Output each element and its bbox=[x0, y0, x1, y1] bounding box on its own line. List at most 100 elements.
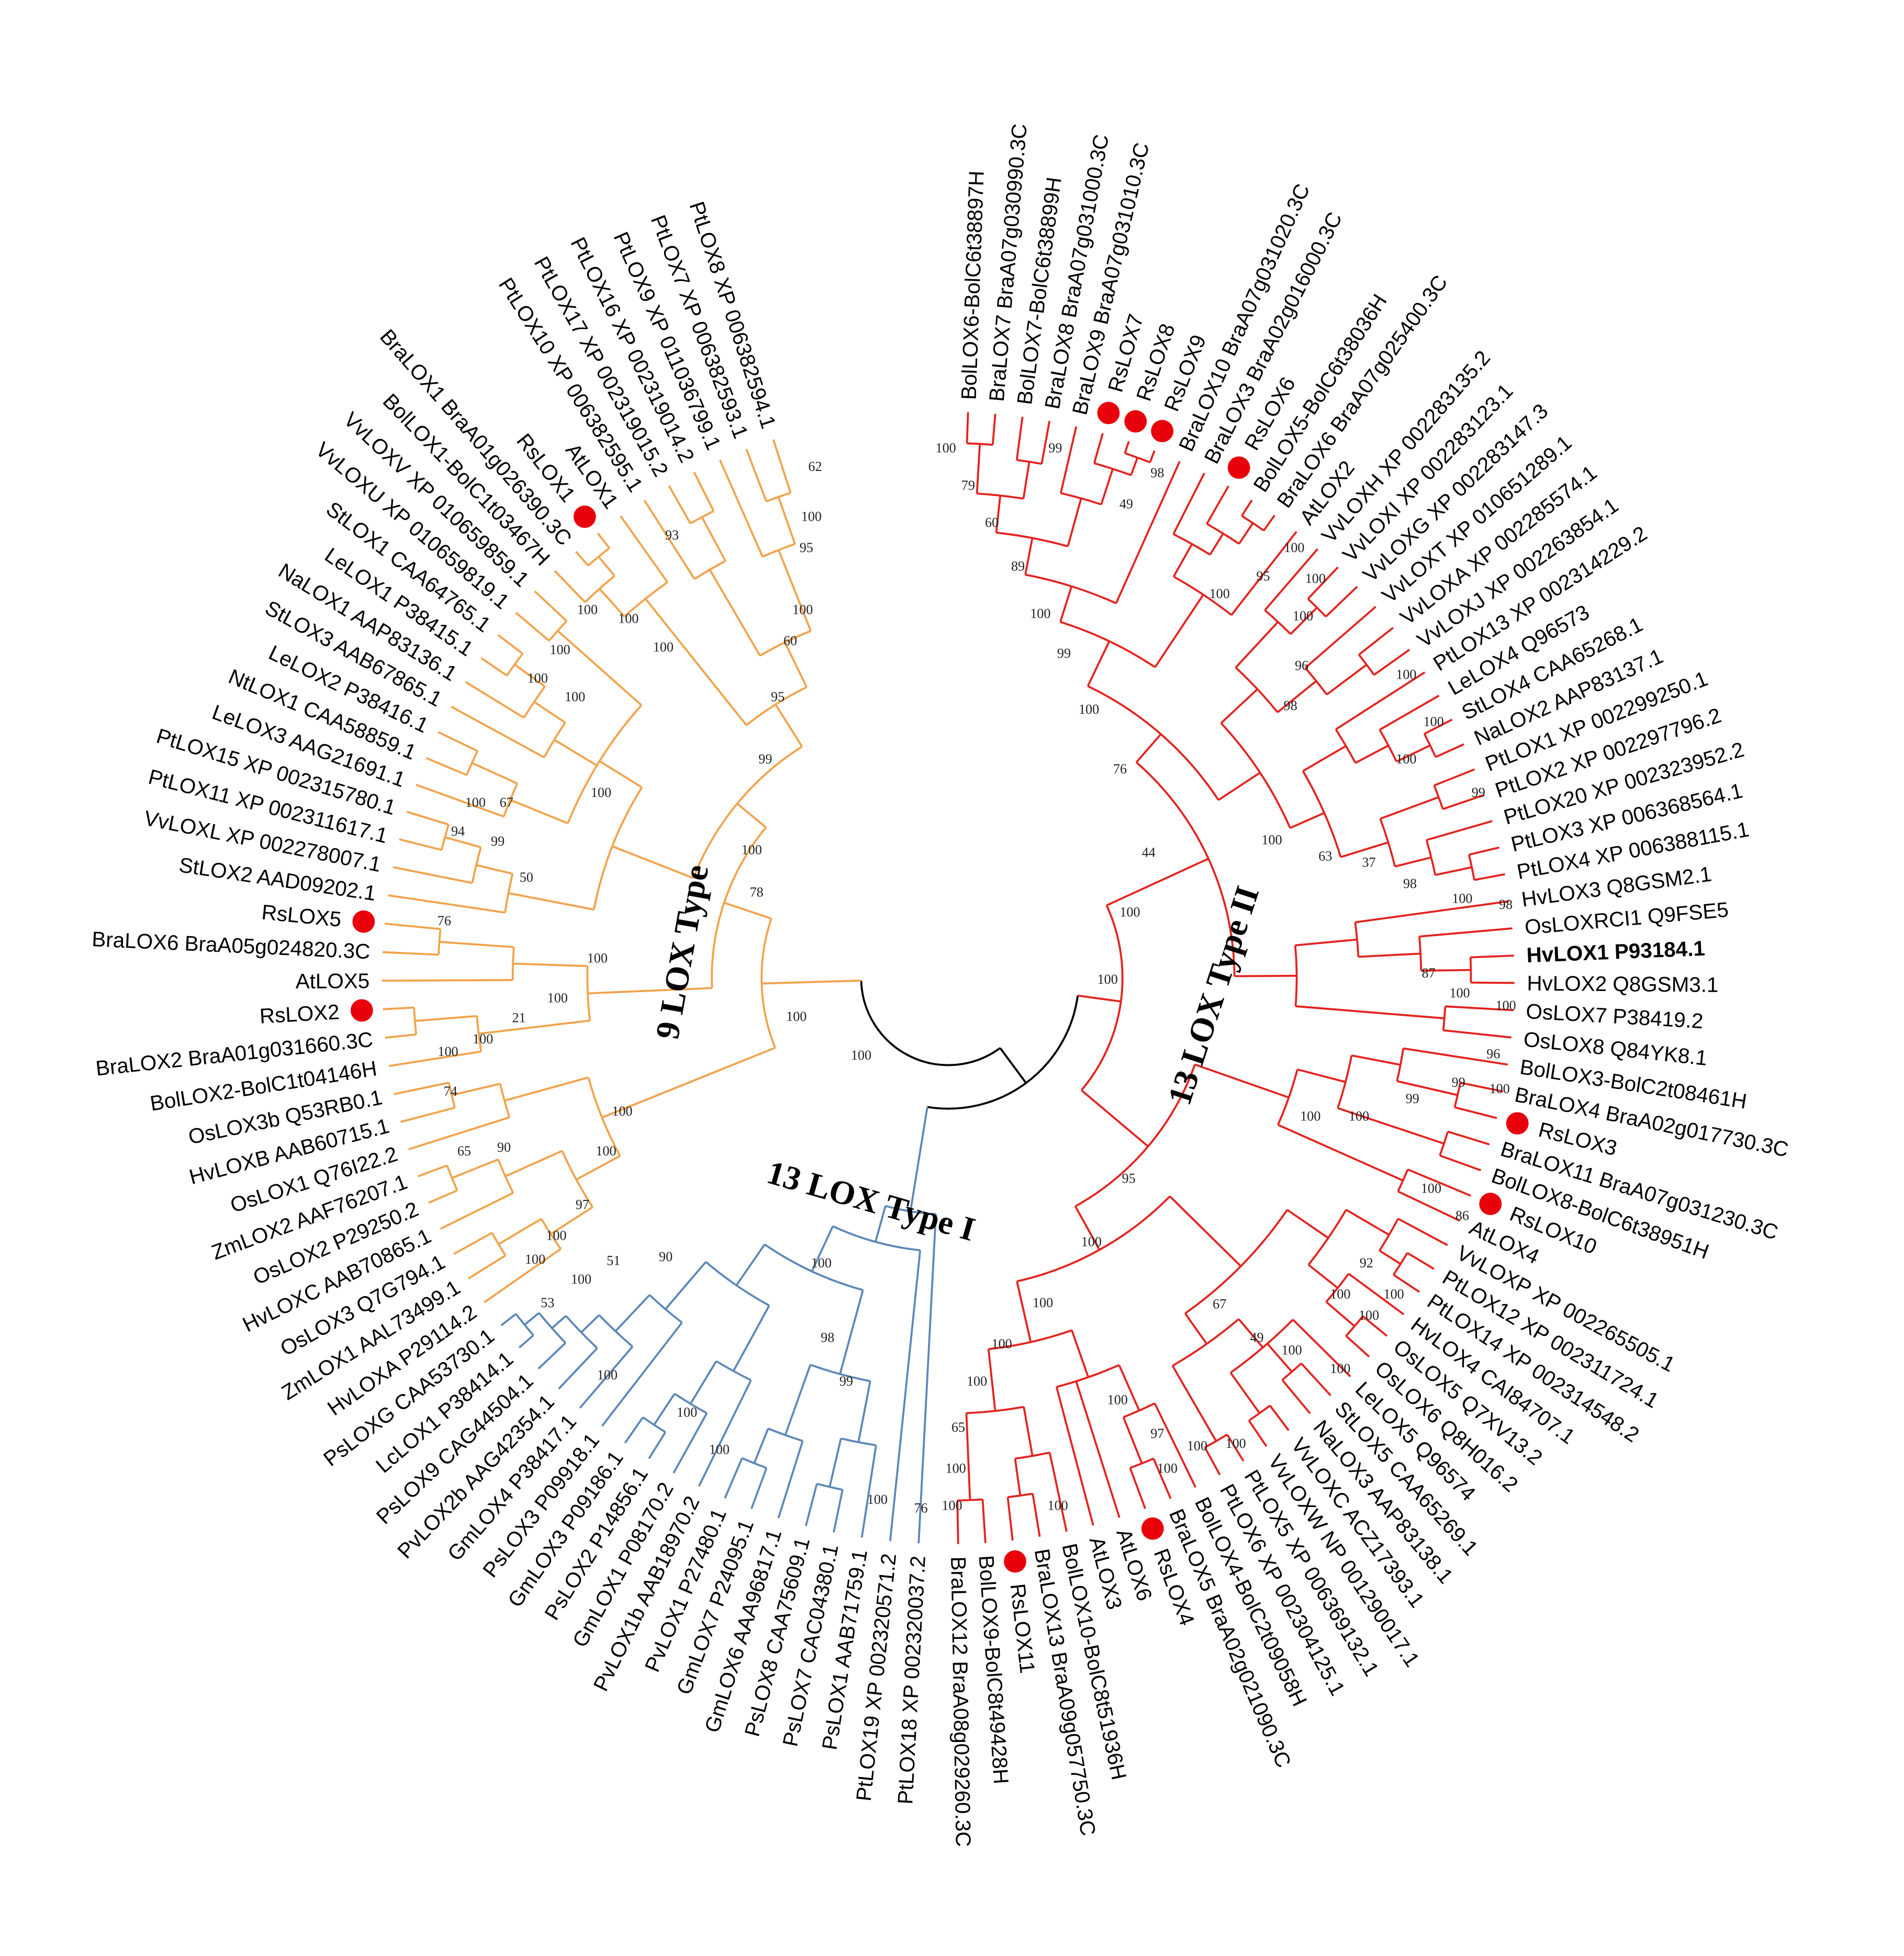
branch bbox=[1106, 858, 1209, 906]
bootstrap-value: 92 bbox=[1360, 1255, 1373, 1271]
bootstrap-value: 100 bbox=[473, 1031, 493, 1047]
bootstrap-value: 97 bbox=[1150, 1426, 1164, 1441]
branch bbox=[1184, 1312, 1208, 1345]
branch bbox=[471, 762, 518, 784]
branch bbox=[1379, 694, 1440, 731]
branch bbox=[1439, 1154, 1482, 1172]
bootstrap-value: 100 bbox=[742, 842, 762, 858]
bootstrap-value: 100 bbox=[1261, 833, 1282, 848]
branch bbox=[1454, 1106, 1497, 1119]
bootstrap-value: 37 bbox=[1362, 855, 1375, 870]
branch bbox=[965, 1413, 971, 1500]
branch bbox=[408, 1116, 510, 1151]
branch bbox=[614, 1294, 651, 1332]
branch bbox=[1379, 1250, 1402, 1265]
bootstrap-value: 100 bbox=[1119, 904, 1140, 919]
branch bbox=[1078, 994, 1121, 1003]
branch bbox=[1129, 1467, 1147, 1509]
branch bbox=[1460, 1082, 1504, 1093]
bootstrap-value: 100 bbox=[591, 785, 611, 800]
branch bbox=[579, 1346, 634, 1409]
bootstrap-value: 100 bbox=[565, 689, 585, 704]
branch bbox=[1124, 441, 1130, 454]
branch bbox=[719, 459, 764, 557]
branches bbox=[382, 412, 1515, 1544]
bootstrap-value: 93 bbox=[665, 527, 679, 543]
branch bbox=[1295, 1005, 1445, 1019]
branch bbox=[465, 681, 525, 719]
branch bbox=[833, 1489, 844, 1533]
branch bbox=[1071, 1330, 1090, 1378]
bootstrap-value: 49 bbox=[1119, 497, 1133, 512]
branch bbox=[1016, 1281, 1032, 1343]
branch bbox=[1235, 621, 1279, 669]
bootstrap-value: 53 bbox=[541, 1295, 554, 1310]
branch bbox=[1302, 745, 1347, 772]
bootstrap-value: 99 bbox=[1452, 1075, 1465, 1090]
branch bbox=[665, 1261, 707, 1310]
branch bbox=[1014, 1458, 1022, 1496]
bootstrap-value: 100 bbox=[1330, 1361, 1350, 1376]
branch bbox=[497, 634, 523, 655]
branch bbox=[1032, 1493, 1041, 1537]
leaf-label: RsLOX11 bbox=[1006, 1582, 1040, 1674]
branch bbox=[383, 1006, 415, 1010]
bootstrap-value: 79 bbox=[961, 478, 975, 493]
bootstrap-value: 100 bbox=[1330, 1286, 1350, 1301]
branch bbox=[1297, 1068, 1346, 1083]
branch bbox=[557, 629, 642, 706]
bootstrap-value: 100 bbox=[550, 642, 570, 657]
branch-arc bbox=[810, 1364, 871, 1382]
bootstrap-value: 98 bbox=[1403, 876, 1417, 891]
branch bbox=[598, 556, 615, 577]
branch bbox=[1424, 718, 1453, 735]
branch bbox=[1394, 856, 1432, 868]
branch bbox=[1238, 522, 1254, 545]
branch bbox=[811, 1226, 834, 1272]
bootstrap-value: 100 bbox=[946, 1460, 966, 1476]
branch bbox=[745, 448, 768, 502]
bootstrap-value: 95 bbox=[1256, 568, 1270, 583]
branch bbox=[1115, 460, 1181, 604]
branch bbox=[653, 1393, 676, 1426]
bootstrap-value: 100 bbox=[1187, 1438, 1207, 1454]
bootstrap-value: 100 bbox=[1030, 606, 1050, 621]
branch bbox=[1307, 566, 1339, 600]
branch bbox=[508, 892, 595, 911]
branch bbox=[1295, 938, 1358, 947]
branch bbox=[1153, 1403, 1196, 1488]
branch bbox=[689, 1361, 718, 1404]
bootstrap-value: 100 bbox=[1496, 998, 1516, 1013]
branch bbox=[1067, 498, 1082, 547]
branch bbox=[551, 1315, 567, 1329]
branch bbox=[1048, 1452, 1068, 1532]
bootstrap-value: 100 bbox=[1489, 1081, 1510, 1096]
branch-arc bbox=[860, 980, 1001, 1066]
branch bbox=[1396, 1080, 1458, 1096]
branch bbox=[575, 550, 589, 567]
bootstrap-value: 100 bbox=[1293, 609, 1313, 624]
branch bbox=[1351, 1054, 1401, 1066]
branch bbox=[976, 444, 981, 494]
branch bbox=[1024, 537, 1034, 575]
branch bbox=[1447, 1130, 1490, 1145]
bootstrap-value: 99 bbox=[1057, 646, 1071, 661]
branch bbox=[1149, 450, 1156, 463]
branch bbox=[724, 1457, 743, 1499]
branch bbox=[1135, 733, 1162, 763]
bootstrap-value: 96 bbox=[1486, 1047, 1500, 1062]
branch bbox=[917, 1214, 937, 1544]
branch bbox=[1346, 1209, 1390, 1236]
bootstrap-value: 100 bbox=[992, 1336, 1012, 1352]
branch bbox=[1470, 954, 1514, 959]
branch bbox=[1267, 1343, 1293, 1373]
branch-arc bbox=[832, 1225, 921, 1252]
branch bbox=[393, 866, 473, 884]
bootstrap-value: 50 bbox=[520, 870, 533, 885]
branch bbox=[1403, 1047, 1508, 1066]
bootstrap-value: 67 bbox=[500, 795, 513, 810]
bootstrap-value: 65 bbox=[951, 1420, 965, 1435]
branch bbox=[518, 1334, 534, 1348]
